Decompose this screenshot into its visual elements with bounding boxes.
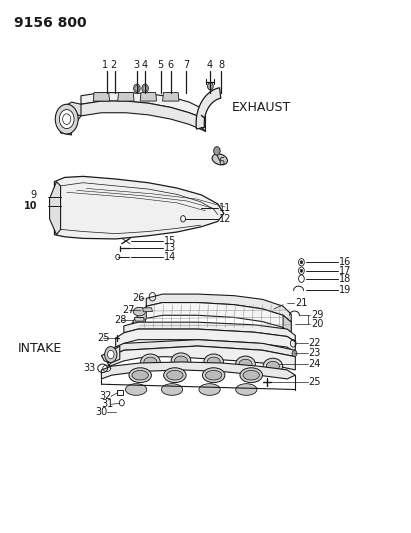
Text: 8: 8 bbox=[218, 60, 224, 70]
Text: 28: 28 bbox=[114, 314, 127, 325]
Ellipse shape bbox=[171, 353, 191, 369]
Text: 27: 27 bbox=[122, 305, 135, 315]
Ellipse shape bbox=[240, 368, 263, 383]
Circle shape bbox=[300, 269, 302, 272]
Text: 7: 7 bbox=[183, 60, 189, 70]
Polygon shape bbox=[55, 176, 224, 239]
Polygon shape bbox=[134, 317, 144, 321]
Polygon shape bbox=[143, 308, 152, 312]
Polygon shape bbox=[50, 182, 60, 235]
Circle shape bbox=[105, 346, 117, 362]
Ellipse shape bbox=[144, 357, 157, 367]
Text: 14: 14 bbox=[164, 252, 176, 262]
Polygon shape bbox=[163, 93, 179, 101]
Text: 15: 15 bbox=[164, 236, 176, 246]
Ellipse shape bbox=[243, 370, 259, 380]
Text: 6: 6 bbox=[218, 157, 224, 167]
Ellipse shape bbox=[212, 154, 227, 165]
Ellipse shape bbox=[199, 384, 220, 395]
Ellipse shape bbox=[133, 308, 145, 316]
Ellipse shape bbox=[132, 370, 148, 380]
Text: 5: 5 bbox=[157, 60, 164, 70]
Polygon shape bbox=[283, 316, 291, 334]
Ellipse shape bbox=[175, 356, 187, 366]
Ellipse shape bbox=[204, 354, 224, 370]
Ellipse shape bbox=[133, 317, 145, 326]
Text: 3: 3 bbox=[133, 60, 139, 70]
Text: 18: 18 bbox=[339, 273, 352, 284]
Polygon shape bbox=[106, 346, 296, 370]
Polygon shape bbox=[102, 346, 120, 363]
Text: 4: 4 bbox=[141, 60, 147, 70]
Ellipse shape bbox=[162, 384, 182, 395]
Text: 26: 26 bbox=[132, 293, 144, 303]
Polygon shape bbox=[130, 306, 146, 327]
Polygon shape bbox=[71, 101, 206, 131]
Text: 32: 32 bbox=[99, 391, 112, 401]
Text: INTAKE: INTAKE bbox=[18, 342, 62, 355]
Text: 21: 21 bbox=[296, 297, 308, 308]
Circle shape bbox=[59, 110, 74, 128]
Ellipse shape bbox=[206, 370, 222, 380]
Circle shape bbox=[214, 147, 220, 155]
Circle shape bbox=[292, 350, 297, 357]
Ellipse shape bbox=[203, 368, 225, 383]
Polygon shape bbox=[60, 102, 81, 135]
Text: 12: 12 bbox=[219, 214, 231, 224]
Text: 6: 6 bbox=[167, 60, 173, 70]
Text: 23: 23 bbox=[308, 349, 321, 359]
Text: 17: 17 bbox=[339, 266, 352, 276]
Text: 19: 19 bbox=[339, 285, 352, 295]
Text: 33: 33 bbox=[83, 364, 95, 373]
Polygon shape bbox=[146, 294, 291, 322]
Polygon shape bbox=[115, 329, 296, 352]
Text: 10: 10 bbox=[24, 200, 37, 211]
Ellipse shape bbox=[266, 361, 279, 371]
Ellipse shape bbox=[263, 358, 283, 374]
Ellipse shape bbox=[239, 359, 252, 369]
Circle shape bbox=[134, 84, 140, 93]
Ellipse shape bbox=[167, 370, 183, 380]
Text: 4: 4 bbox=[206, 60, 212, 70]
Polygon shape bbox=[102, 362, 296, 379]
Text: 9: 9 bbox=[30, 190, 36, 200]
Text: 30: 30 bbox=[95, 407, 108, 417]
Ellipse shape bbox=[129, 368, 151, 383]
Circle shape bbox=[208, 83, 213, 90]
Text: 31: 31 bbox=[102, 399, 114, 409]
Text: 22: 22 bbox=[308, 338, 321, 349]
Text: 25: 25 bbox=[308, 377, 321, 387]
Circle shape bbox=[55, 104, 78, 134]
Ellipse shape bbox=[236, 356, 255, 372]
Text: EXHAUST: EXHAUST bbox=[232, 101, 291, 114]
Circle shape bbox=[300, 261, 302, 264]
Text: 2: 2 bbox=[111, 60, 117, 70]
Text: 9156 800: 9156 800 bbox=[14, 15, 86, 30]
Text: 24: 24 bbox=[308, 359, 321, 369]
Ellipse shape bbox=[141, 354, 160, 370]
Polygon shape bbox=[118, 93, 134, 101]
Text: 1: 1 bbox=[102, 60, 109, 70]
Polygon shape bbox=[93, 93, 110, 101]
Text: 20: 20 bbox=[311, 319, 323, 329]
Polygon shape bbox=[81, 93, 206, 119]
Text: 16: 16 bbox=[339, 257, 352, 267]
Circle shape bbox=[142, 84, 148, 93]
Ellipse shape bbox=[236, 384, 257, 395]
Ellipse shape bbox=[125, 384, 147, 395]
Polygon shape bbox=[112, 340, 296, 357]
Ellipse shape bbox=[207, 357, 220, 367]
Text: 29: 29 bbox=[311, 310, 323, 320]
Polygon shape bbox=[138, 303, 291, 334]
Polygon shape bbox=[196, 88, 221, 129]
Text: 25: 25 bbox=[97, 333, 109, 343]
Polygon shape bbox=[140, 93, 157, 101]
Polygon shape bbox=[124, 322, 296, 342]
Circle shape bbox=[108, 350, 114, 359]
Ellipse shape bbox=[164, 368, 186, 383]
Text: 11: 11 bbox=[219, 203, 231, 213]
Text: 13: 13 bbox=[164, 244, 176, 254]
